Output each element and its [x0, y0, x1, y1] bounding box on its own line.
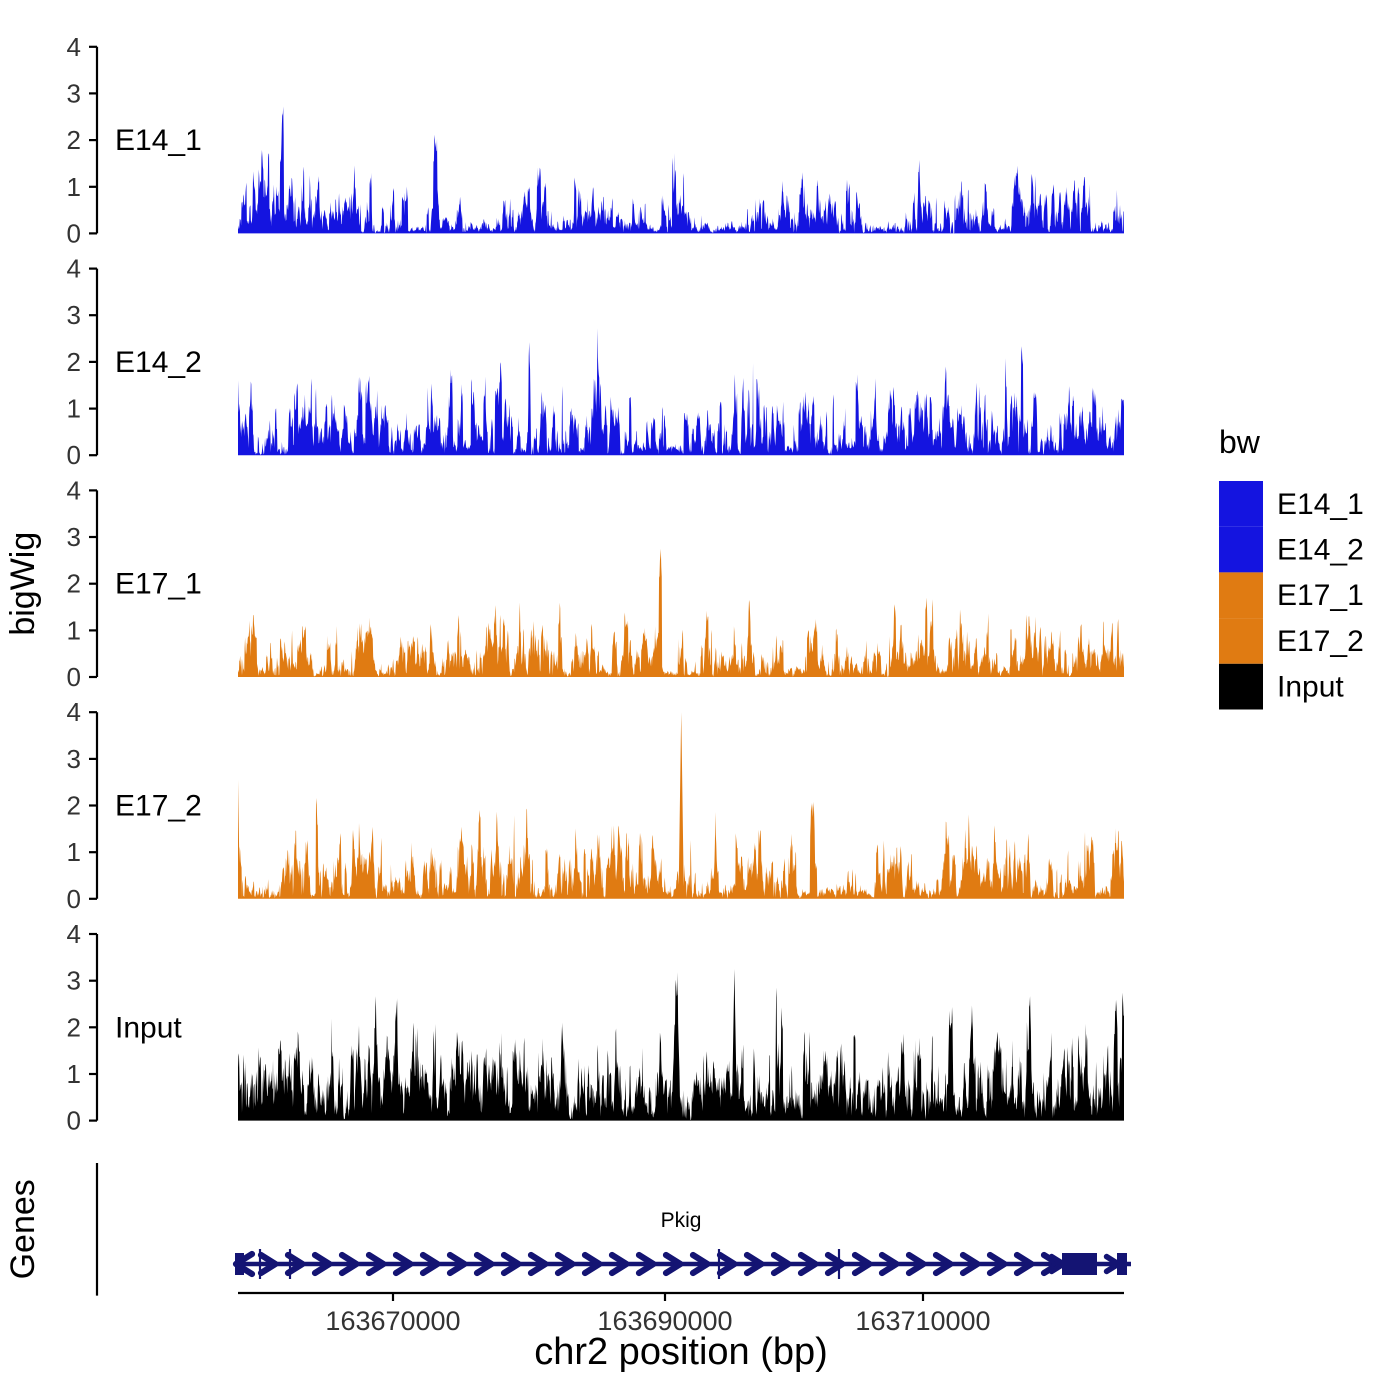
svg-text:E17_1: E17_1 [1277, 579, 1364, 612]
svg-text:Pkig: Pkig [661, 1209, 702, 1232]
svg-text:3: 3 [67, 966, 81, 996]
svg-text:Input: Input [1277, 671, 1344, 704]
svg-text:1: 1 [67, 615, 81, 645]
svg-text:0: 0 [67, 440, 81, 470]
svg-text:Genes: Genes [4, 1179, 42, 1279]
svg-text:2: 2 [67, 347, 81, 377]
svg-text:chr2 position (bp): chr2 position (bp) [534, 1331, 828, 1373]
svg-text:E14_1: E14_1 [115, 124, 202, 157]
svg-text:3: 3 [67, 744, 81, 774]
svg-text:0: 0 [67, 218, 81, 248]
svg-text:2: 2 [67, 125, 81, 155]
svg-text:1: 1 [67, 1059, 81, 1089]
svg-text:3: 3 [67, 300, 81, 330]
svg-text:E14_2: E14_2 [115, 346, 202, 379]
svg-text:163670000: 163670000 [325, 1306, 460, 1336]
svg-text:163710000: 163710000 [855, 1306, 990, 1336]
svg-text:E14_2: E14_2 [1277, 534, 1364, 567]
svg-text:1: 1 [67, 394, 81, 424]
svg-text:2: 2 [67, 569, 81, 599]
svg-text:E14_1: E14_1 [1277, 488, 1364, 521]
svg-text:0: 0 [67, 884, 81, 914]
svg-text:3: 3 [67, 522, 81, 552]
svg-text:1: 1 [67, 837, 81, 867]
svg-text:4: 4 [67, 475, 81, 505]
svg-text:4: 4 [67, 697, 81, 727]
svg-text:2: 2 [67, 1012, 81, 1042]
svg-text:1: 1 [67, 172, 81, 202]
svg-text:2: 2 [67, 791, 81, 821]
svg-text:bigWig: bigWig [4, 532, 42, 636]
svg-text:Input: Input [115, 1011, 182, 1044]
svg-text:0: 0 [67, 1106, 81, 1136]
svg-text:4: 4 [67, 254, 81, 284]
svg-text:3: 3 [67, 78, 81, 108]
svg-text:4: 4 [67, 919, 81, 949]
svg-text:0: 0 [67, 662, 81, 692]
svg-text:E17_2: E17_2 [115, 790, 202, 823]
svg-text:E17_2: E17_2 [1277, 625, 1364, 658]
svg-text:4: 4 [67, 32, 81, 62]
svg-text:E17_1: E17_1 [115, 568, 202, 601]
svg-text:bw: bw [1219, 424, 1261, 460]
